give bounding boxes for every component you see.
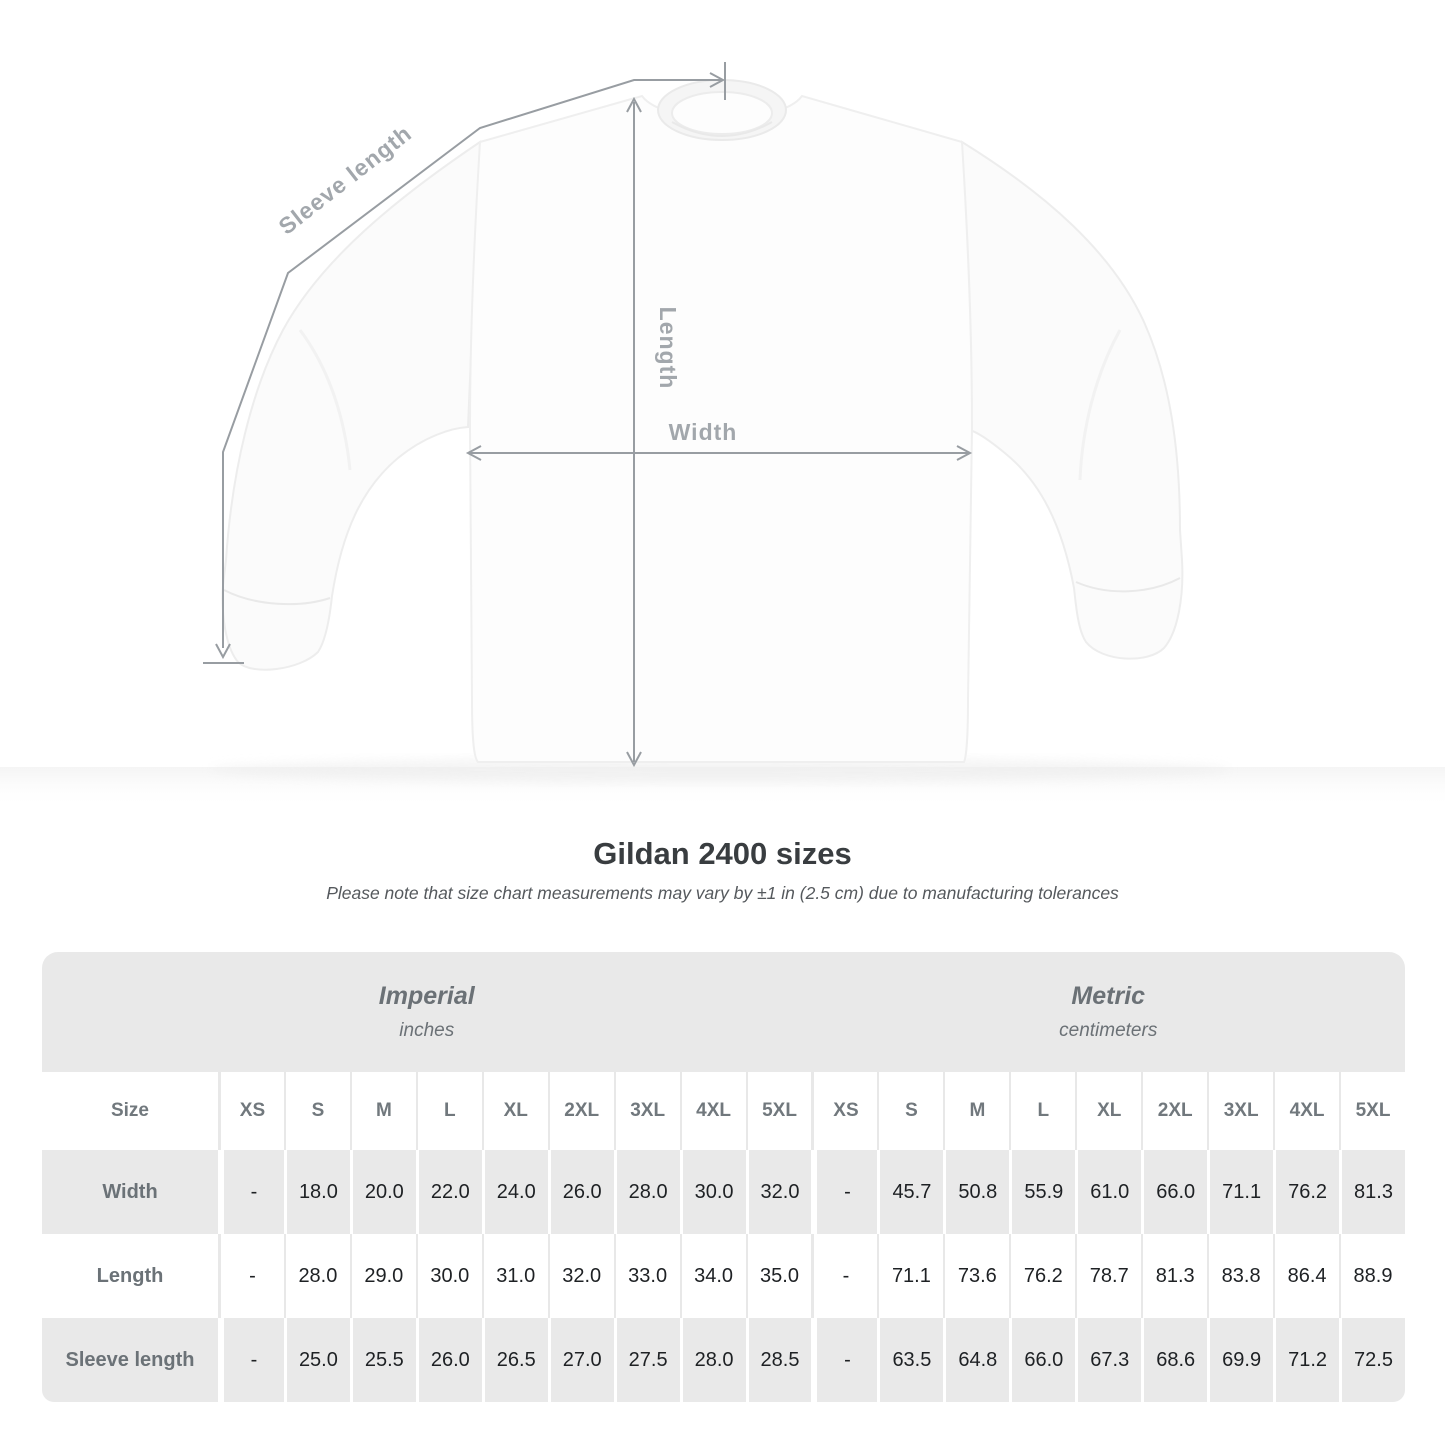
width-label: Width [669,419,738,445]
table-cell: 69.9 [1207,1318,1274,1402]
table-cell: - [811,1318,878,1402]
table-cell: 71.1 [877,1234,944,1318]
table-cell: 28.0 [613,1150,680,1234]
table-cell: 64.8 [943,1318,1010,1402]
table-cell: 45.7 [877,1150,944,1234]
size-header: M [349,1072,416,1150]
table-cell: 71.2 [1273,1318,1340,1402]
size-header: XS [218,1072,284,1150]
table-cell: 32.0 [547,1234,614,1318]
table-cell: 27.5 [613,1318,680,1402]
table-cell: 35.0 [745,1234,812,1318]
unit-group-imperial: Imperial inches [42,952,812,1072]
row-label-sleeve-length: Sleeve length [42,1318,218,1402]
table-cell: 67.3 [1075,1318,1142,1402]
row-label-width: Width [42,1150,218,1234]
table-cell: 27.0 [547,1318,614,1402]
shirt-illustration: Sleeve length Length Width [0,62,1445,809]
imperial-unit: inches [399,1020,455,1041]
table-cell: 25.0 [283,1318,350,1402]
size-header: S [877,1072,944,1150]
chart-title: Gildan 2400 sizes [593,836,852,871]
table-cell: 20.0 [349,1150,416,1234]
unit-group-metric: Metric centimeters [811,952,1405,1072]
table-cell: 81.3 [1141,1234,1208,1318]
metric-label: Metric [1071,982,1146,1010]
table-cell: 22.0 [415,1150,482,1234]
shirt-shape [221,79,1184,763]
title-block: Gildan 2400 sizes Please note that size … [0,836,1445,904]
table-cell: 18.0 [283,1150,350,1234]
table-cell: 30.0 [679,1150,746,1234]
size-header: 2XL [547,1072,614,1150]
size-header: 3XL [1207,1072,1274,1150]
table-cell: 55.9 [1009,1150,1076,1234]
size-header: 5XL [1339,1072,1405,1150]
row-label-length: Length [42,1234,218,1318]
size-header: XL [1075,1072,1142,1150]
sleeve-length-arrow [203,62,726,664]
table-cell: 50.8 [943,1150,1010,1234]
size-header: L [415,1072,482,1150]
table-cell: 26.0 [547,1150,614,1234]
table-cell: 81.3 [1339,1150,1405,1234]
size-header: 2XL [1141,1072,1208,1150]
table-cell: - [811,1234,878,1318]
table-cell: 31.0 [481,1234,548,1318]
table-cell: 83.8 [1207,1234,1274,1318]
table-cell: 66.0 [1141,1150,1208,1234]
metric-unit: centimeters [1059,1020,1158,1041]
table-cell: 76.2 [1273,1150,1340,1234]
table-cell: 25.5 [349,1318,416,1402]
table-cell: 66.0 [1009,1318,1076,1402]
shirt-diagram: Sleeve length Length Width [0,62,1445,809]
table-cell: - [218,1150,284,1234]
table-cell: - [811,1150,878,1234]
table-cell: - [218,1234,284,1318]
size-header: 4XL [1273,1072,1340,1150]
size-header: 3XL [613,1072,680,1150]
size-header: M [943,1072,1010,1150]
imperial-label: Imperial [378,982,475,1010]
size-header: 5XL [745,1072,812,1150]
table-cell: 63.5 [877,1318,944,1402]
size-header: L [1009,1072,1076,1150]
table-cell: 26.5 [481,1318,548,1402]
size-header: 4XL [679,1072,746,1150]
length-label: Length [655,307,681,390]
table-cell: 72.5 [1339,1318,1405,1402]
table-cell: 28.0 [283,1234,350,1318]
table-cell: 30.0 [415,1234,482,1318]
table-cell: 29.0 [349,1234,416,1318]
size-header: XL [481,1072,548,1150]
table-cell: 73.6 [943,1234,1010,1318]
table-cell: 32.0 [745,1150,812,1234]
tolerance-note: Please note that size chart measurements… [326,883,1119,903]
table-cell: 86.4 [1273,1234,1340,1318]
table-cell: 61.0 [1075,1150,1142,1234]
table-cell: 71.1 [1207,1150,1274,1234]
size-table: Imperial inches Metric centimeters Size … [42,952,1405,1402]
table-cell: 24.0 [481,1150,548,1234]
table-cell: 28.0 [679,1318,746,1402]
table-cell: 28.5 [745,1318,812,1402]
size-column-header: Size [42,1072,218,1150]
table-cell: 33.0 [613,1234,680,1318]
floor-shadow [0,758,1445,809]
table-cell: 34.0 [679,1234,746,1318]
size-header: XS [811,1072,878,1150]
table-cell: 78.7 [1075,1234,1142,1318]
table-cell: - [218,1318,284,1402]
table-cell: 76.2 [1009,1234,1076,1318]
length-arrow [626,96,642,768]
table-cell: 68.6 [1141,1318,1208,1402]
table-cell: 26.0 [415,1318,482,1402]
size-header: S [283,1072,350,1150]
table-cell: 88.9 [1339,1234,1405,1318]
width-arrow [465,445,973,461]
